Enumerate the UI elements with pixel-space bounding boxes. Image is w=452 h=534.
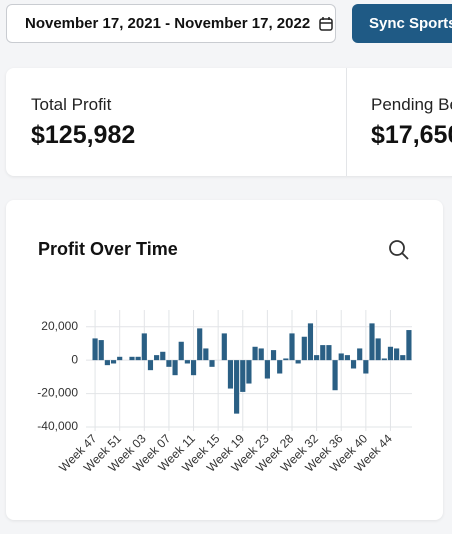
bar [221,333,227,361]
bar [320,345,326,361]
y-tick-label: -20,000 [37,386,78,400]
bar [166,360,172,367]
bar [203,348,209,361]
bar [190,360,197,376]
bar [338,353,344,361]
bar [314,355,320,361]
bar [252,346,258,361]
stat-value: $17,650 [371,121,452,149]
bar [197,328,203,361]
bar [141,333,147,361]
bar [357,348,363,361]
bar [227,360,234,389]
bar [381,358,387,361]
bar [129,356,135,361]
bar [258,348,264,361]
bar [369,323,375,361]
bar [277,360,283,374]
bar [326,345,332,361]
bar [172,360,178,376]
date-picker[interactable]: November 17, 2021 - November 17, 2022 [6,4,336,43]
bar [117,356,123,361]
bar [209,360,215,367]
date-range: November 17, 2021 - November 17, 2022 [25,15,311,32]
y-tick-label: 20,000 [41,319,78,333]
bar [406,330,412,361]
bar [104,360,110,366]
stat-label: Total Profit [31,95,112,114]
y-tick-label: 0 [71,352,78,366]
bar [240,360,246,392]
stat-label: Pending Be [371,95,452,114]
bar [147,360,154,371]
bar [234,360,240,414]
chart: Profit Over Time -40,000-20,000020,000We… [37,239,412,475]
bar [178,341,184,361]
bar [160,351,166,361]
bar [154,355,160,361]
bar [110,360,117,364]
stat-value: $125,982 [31,121,136,149]
bar [400,355,406,361]
bar [350,360,357,369]
bar [270,350,277,361]
bar [375,338,381,361]
divider [346,68,347,176]
bar [394,348,400,361]
chart-title: Profit Over Time [38,239,178,259]
bar [363,360,369,374]
stats-card: Total Profit $125,982 Pending Be $17,650 [6,68,452,176]
bar [246,360,252,384]
sync-button[interactable]: Sync Sports [352,4,452,43]
bar [264,360,270,379]
calendar-icon [319,16,333,31]
bar [135,356,141,361]
bar [387,346,394,361]
bar [307,323,314,361]
bar [283,358,289,361]
bar [344,355,350,361]
bar [98,340,104,361]
search-icon[interactable] [389,240,409,260]
bar [289,333,295,361]
y-tick-label: -40,000 [37,419,78,433]
bar [332,360,338,391]
bar [301,336,307,361]
bar [184,360,190,364]
bar [92,338,98,361]
chart-card: Profit Over Time -40,000 -20,000 0 20,000 We… [6,200,443,520]
bar [295,360,301,364]
